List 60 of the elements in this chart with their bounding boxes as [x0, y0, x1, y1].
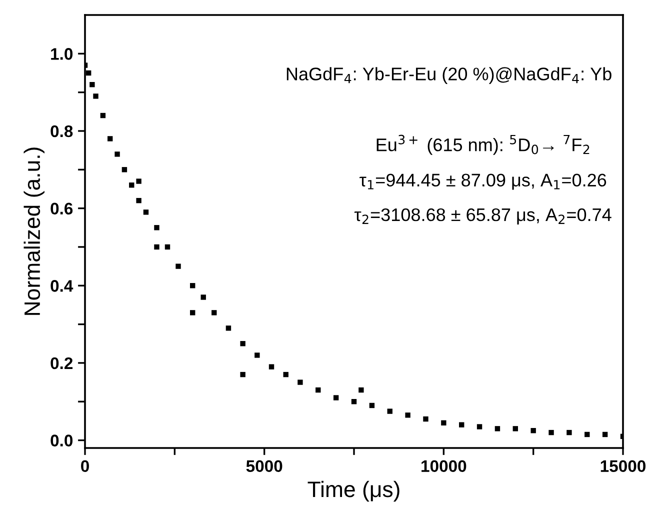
- text: 0.0: [50, 434, 73, 446]
- point: [351, 399, 357, 404]
- y-tick-label: 0.8: [50, 125, 73, 138]
- point: [86, 70, 92, 76]
- point: [122, 167, 128, 172]
- y-tick-label: 0.2: [50, 357, 73, 370]
- point: [405, 412, 410, 418]
- point: [136, 178, 142, 184]
- y-tick-label: 1.0: [51, 48, 73, 60]
- x-tick-label: 0: [81, 460, 89, 472]
- point: [494, 426, 500, 432]
- y-axis-title: Normalized (a.u.): [24, 148, 44, 315]
- point: [268, 364, 274, 370]
- annotation: τ$_{2}$=3108.68 ± 65.87 μs, A$_{2}$=0.74: [354, 208, 612, 224]
- point: [423, 416, 428, 422]
- point: [358, 387, 364, 393]
- y-tick-label: 0.4: [50, 280, 74, 292]
- text: Eu$^{3+}$ (615 nm): $^{5}$D$_{0}$→ $^{7}$F$_{2}$: [376, 134, 590, 155]
- x-tick-label: 15000: [600, 460, 646, 472]
- point: [93, 94, 98, 99]
- point: [240, 372, 246, 378]
- point: [154, 225, 160, 230]
- point: [254, 352, 260, 358]
- point: [584, 432, 590, 438]
- annotation: NaGdF$_{4}$: Yb-Er-Eu (20 %)@NaGdF$_{4}$: Yb: [286, 67, 612, 84]
- point: [190, 310, 196, 316]
- point: [387, 408, 392, 414]
- point: [512, 426, 518, 432]
- x-axis-title: Time (μs): [308, 480, 400, 502]
- point: [164, 244, 170, 250]
- point: [154, 244, 160, 250]
- point: [108, 136, 113, 142]
- point: [566, 430, 572, 436]
- point: [530, 428, 536, 434]
- point: [548, 430, 554, 436]
- x-tick-label: 5000: [246, 460, 282, 472]
- x-tick-label: 10000: [422, 460, 466, 472]
- point: [369, 402, 375, 408]
- point: [100, 112, 106, 118]
- annotation: τ$_{1}$=944.45 ± 87.09 μs, A$_{1}$=0.26: [360, 174, 606, 190]
- point: [333, 395, 339, 400]
- y-tick-label: 0.6: [50, 202, 73, 215]
- point: [90, 82, 95, 88]
- point: [176, 264, 181, 269]
- point: [129, 182, 134, 188]
- point: [226, 326, 232, 331]
- point: [459, 422, 464, 428]
- point: [602, 432, 608, 438]
- point: [240, 341, 246, 346]
- point: [212, 310, 217, 316]
- point: [136, 198, 142, 204]
- point: [283, 372, 288, 378]
- point: [143, 210, 149, 215]
- point: [200, 294, 206, 300]
- point: [298, 380, 303, 385]
- point: [316, 387, 321, 393]
- point: [441, 420, 446, 426]
- point: [190, 283, 196, 288]
- point: [476, 424, 482, 430]
- point: [114, 152, 120, 157]
